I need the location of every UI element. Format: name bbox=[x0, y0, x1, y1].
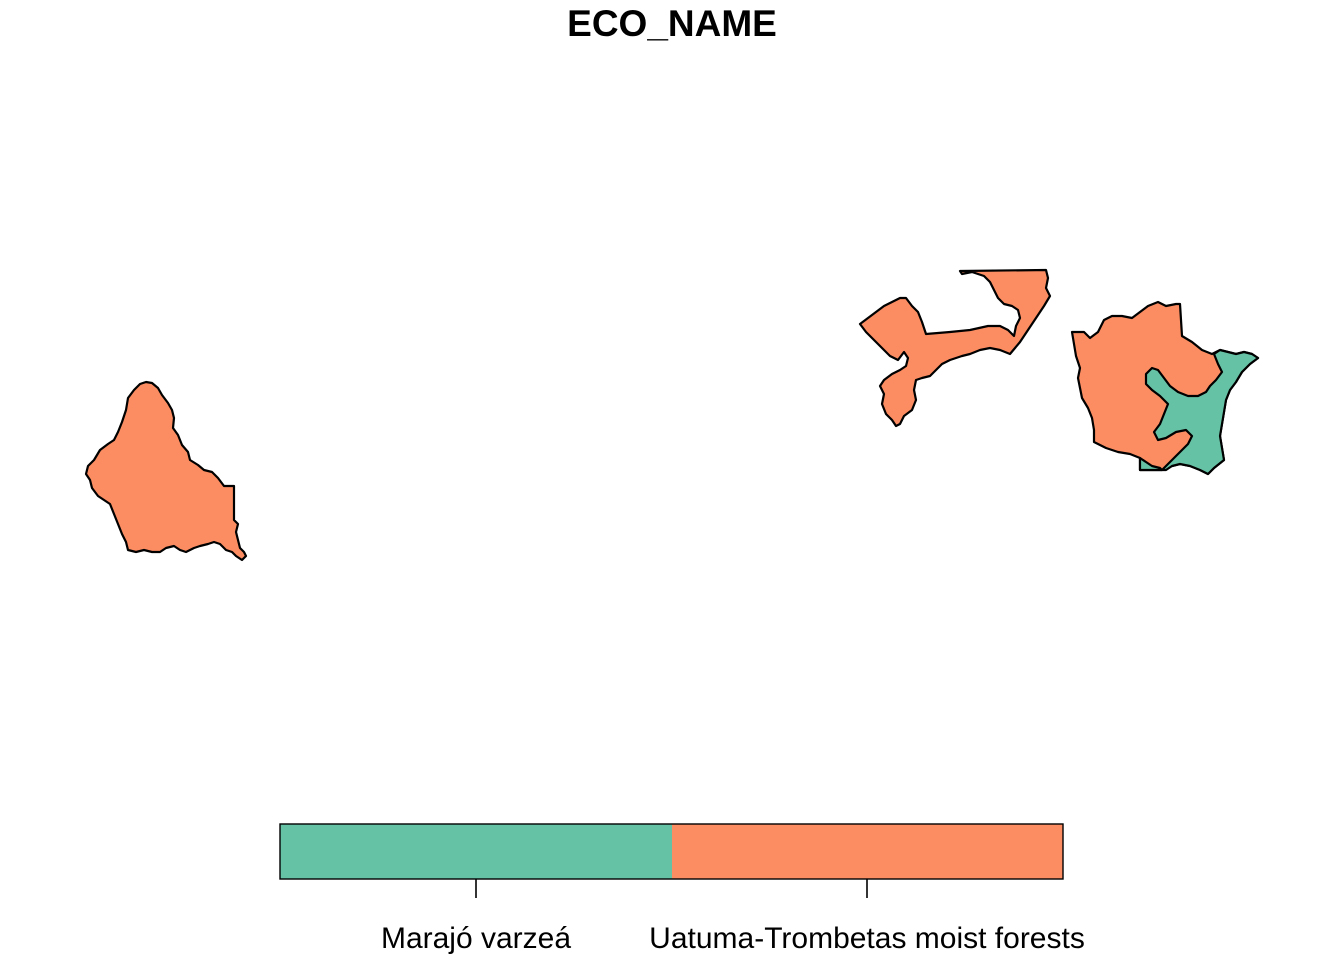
legend-frame bbox=[279, 823, 1064, 880]
map-title: ECO_NAME bbox=[567, 3, 777, 44]
legend: Marajó varzeá Uatuma-Trombetas moist for… bbox=[279, 823, 1085, 955]
region-east-varzea-sliver bbox=[1138, 456, 1164, 472]
legend-label-uatuma-trombetas: Uatuma-Trombetas moist forests bbox=[649, 922, 1085, 955]
legend-swatch-uatuma-trombetas bbox=[672, 824, 1063, 879]
legend-label-marajo-varzea: Marajó varzeá bbox=[381, 922, 571, 955]
region-west-polygon[interactable] bbox=[84, 380, 248, 562]
legend-swatch-marajo-varzea bbox=[280, 824, 672, 879]
region-central-polygon[interactable] bbox=[858, 268, 1052, 428]
region-east-varzea-polygon[interactable] bbox=[1144, 348, 1260, 476]
